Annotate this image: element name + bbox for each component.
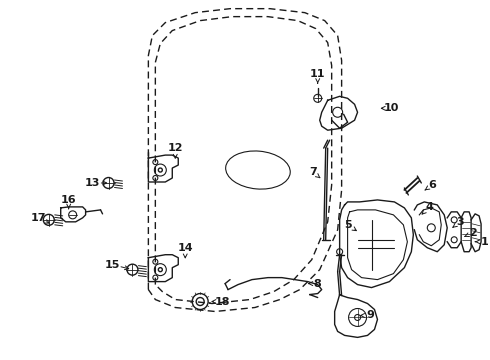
Text: 10: 10 — [384, 103, 399, 113]
Text: 9: 9 — [367, 310, 374, 320]
Text: 15: 15 — [105, 260, 120, 270]
Text: 11: 11 — [310, 69, 325, 80]
Text: 4: 4 — [425, 202, 433, 212]
Text: 3: 3 — [456, 217, 464, 227]
Text: 7: 7 — [309, 167, 317, 177]
Text: 6: 6 — [428, 180, 436, 190]
Text: 16: 16 — [61, 195, 76, 205]
Text: 14: 14 — [177, 243, 193, 253]
Text: 17: 17 — [31, 213, 47, 223]
Text: 18: 18 — [214, 297, 230, 306]
Text: 8: 8 — [314, 279, 321, 289]
Text: 1: 1 — [480, 237, 488, 247]
Text: 13: 13 — [85, 178, 100, 188]
Text: 5: 5 — [344, 220, 351, 230]
Text: 2: 2 — [469, 228, 477, 238]
Text: 12: 12 — [168, 143, 183, 153]
